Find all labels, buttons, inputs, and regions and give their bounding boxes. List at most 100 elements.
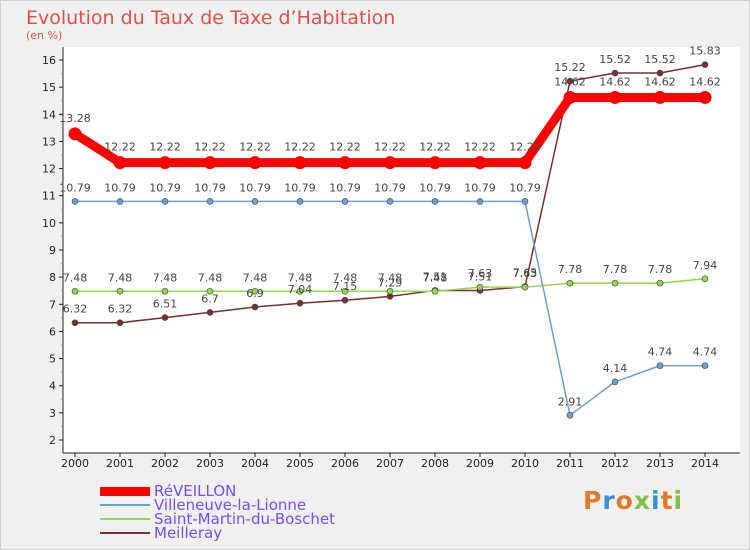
series-1-data-label: 10.79 <box>329 181 361 194</box>
series-1-point <box>566 411 574 419</box>
series-2-data-label: 7.94 <box>693 259 718 272</box>
x-tick-label: 2012 <box>601 457 629 470</box>
logo-letter: o <box>615 486 634 515</box>
series-3-point <box>656 69 664 77</box>
series-1-point <box>251 198 259 205</box>
series-1-data-label: 10.79 <box>419 181 451 194</box>
series-2-point <box>71 287 79 295</box>
series-0-point <box>608 90 622 104</box>
series-0-point <box>158 156 172 170</box>
series-1-point <box>206 198 214 205</box>
series-0-data-label: 12.22 <box>464 141 496 154</box>
series-1-data-label: 10.79 <box>374 181 406 194</box>
series-0-data-label: 12.22 <box>104 141 136 154</box>
series-0-point <box>248 156 262 170</box>
series-2-data-label: 7.78 <box>558 263 583 276</box>
series-2-data-label: 7.48 <box>198 271 223 284</box>
series-0-point <box>518 156 532 170</box>
series-1-data-label: 4.74 <box>648 346 673 359</box>
y-tick-label: 2 <box>49 434 56 447</box>
chart-title: Evolution du Taux de Taxe d’Habitation <box>26 7 396 29</box>
series-3-point <box>251 303 259 311</box>
legend-label: Meilleray <box>154 524 223 542</box>
series-3-data-label: 7.29 <box>378 276 403 289</box>
x-tick-label: 2007 <box>376 457 404 470</box>
series-2-point <box>296 287 304 295</box>
series-2-data-label: 7.63 <box>513 267 538 280</box>
series-0-point <box>383 156 397 170</box>
series-3-data-label: 6.32 <box>63 303 88 316</box>
series-0-point <box>473 156 487 170</box>
x-tick-label: 2003 <box>196 457 224 470</box>
proxiti-logo: Proxiti <box>583 486 683 515</box>
series-0-point <box>428 156 442 170</box>
x-tick-label: 2011 <box>556 457 584 470</box>
y-tick-label: 4 <box>49 380 56 393</box>
series-1-point <box>701 362 709 369</box>
series-1-data-label: 4.74 <box>693 346 718 359</box>
y-tick-label: 14 <box>42 108 56 121</box>
logo-letter: t <box>660 486 674 515</box>
series-0-data-label: 12.22 <box>239 141 271 154</box>
series-2-point <box>161 287 169 295</box>
series-1-data-label: 10.79 <box>464 181 496 194</box>
logo-letter: i <box>651 486 661 515</box>
series-2-point <box>341 287 349 295</box>
series-3-point <box>341 296 349 304</box>
series-0-data-label: 12.22 <box>509 141 541 154</box>
series-0-data-label: 13.28 <box>59 112 91 125</box>
y-tick-label: 15 <box>42 81 56 94</box>
x-tick-label: 2000 <box>61 457 89 470</box>
x-tick-label: 2014 <box>691 457 719 470</box>
series-2-data-label: 7.78 <box>648 263 673 276</box>
series-1-point <box>476 198 484 205</box>
series-2-data-label: 7.48 <box>423 271 448 284</box>
series-1-data-label: 10.79 <box>149 181 181 194</box>
series-1-point <box>341 198 349 205</box>
series-0-data-label: 14.62 <box>554 75 586 88</box>
x-tick-label: 2002 <box>151 457 179 470</box>
series-2-point <box>521 283 529 291</box>
series-2-point <box>431 287 439 295</box>
logo-letter: x <box>633 486 651 515</box>
series-3-point <box>161 314 169 321</box>
y-tick-label: 5 <box>49 353 56 366</box>
series-1-point <box>296 198 304 205</box>
series-2-data-label: 7.48 <box>333 271 358 284</box>
legend-swatch <box>100 532 150 534</box>
series-2-data-label: 7.48 <box>63 271 88 284</box>
y-tick-label: 11 <box>42 190 56 203</box>
series-0-point <box>563 90 577 104</box>
series-2-point <box>251 287 259 295</box>
series-3-data-label: 6.9 <box>246 287 264 300</box>
series-3-point <box>566 77 574 85</box>
series-1-point <box>116 198 124 205</box>
series-3-data-label: 6.32 <box>108 303 133 316</box>
legend-swatch <box>100 518 150 520</box>
series-3-data-label: 15.22 <box>554 61 586 74</box>
series-2-data-label: 7.48 <box>108 271 133 284</box>
y-tick-label: 13 <box>42 135 56 148</box>
series-1-point <box>386 198 394 205</box>
series-0-point <box>293 156 307 170</box>
legend-swatch <box>100 504 150 506</box>
series-0-point <box>338 156 352 170</box>
series-2-data-label: 7.48 <box>288 271 313 284</box>
legend-label: Saint-Martin-du-Boschet <box>154 510 336 528</box>
series-2-point <box>656 279 664 287</box>
logo-letter: P <box>583 486 603 515</box>
series-1-point <box>161 198 169 205</box>
series-0-point <box>113 156 127 170</box>
series-3-data-label: 6.51 <box>153 298 178 311</box>
logo-letter: i <box>673 486 684 515</box>
y-tick-label: 16 <box>42 54 56 67</box>
series-3-data-label: 7.65 <box>513 267 538 280</box>
logo-letter: r <box>602 486 616 515</box>
series-2-point <box>386 287 394 295</box>
series-3-data-label: 7.15 <box>333 280 358 293</box>
y-tick-label: 12 <box>42 163 56 176</box>
series-1-data-label: 4.14 <box>603 362 628 375</box>
x-tick-label: 2013 <box>646 457 674 470</box>
series-0-data-label: 12.22 <box>329 141 361 154</box>
series-3-data-label: 15.52 <box>599 53 631 66</box>
